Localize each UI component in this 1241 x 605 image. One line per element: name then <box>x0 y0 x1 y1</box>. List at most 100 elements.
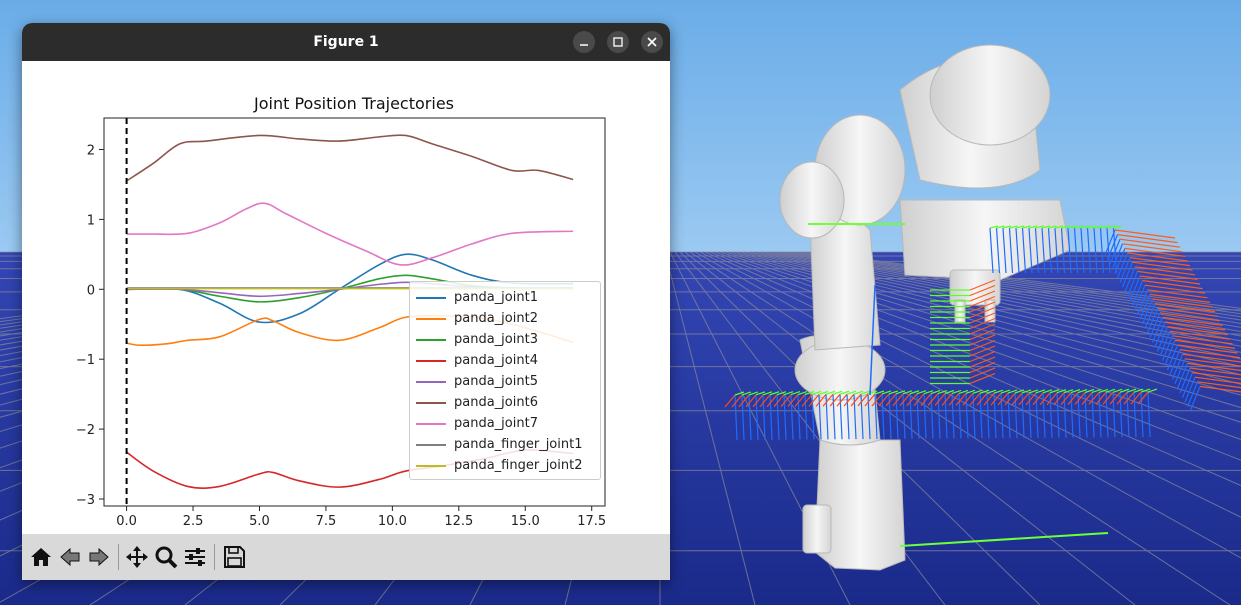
maximize-icon <box>613 37 623 47</box>
trajectory-marker <box>1074 392 1086 405</box>
trajectory-marker <box>1070 389 1081 394</box>
trajectory-marker <box>815 393 827 407</box>
trajectory-marker <box>1028 225 1038 229</box>
legend-label: panda_finger_joint1 <box>454 437 583 452</box>
trajectory-marker <box>808 394 820 407</box>
trajectory-marker <box>1095 391 1107 405</box>
trajectory-marker <box>885 393 897 407</box>
trajectory-marker <box>1169 349 1181 375</box>
trajectory-marker <box>804 390 815 396</box>
trajectory-marker <box>1093 225 1103 229</box>
trajectory-marker <box>888 390 899 395</box>
trajectory-marker <box>969 323 996 335</box>
trajectory-marker <box>1144 303 1156 329</box>
forward-arrow-icon[interactable] <box>85 543 113 571</box>
trajectory-marker <box>839 390 850 395</box>
legend-item: panda_joint3 <box>416 330 596 350</box>
legend-swatch <box>416 297 446 299</box>
trajectory-marker <box>979 389 990 394</box>
close-button[interactable] <box>641 31 663 53</box>
trajectory-marker <box>969 350 996 363</box>
trajectory-marker <box>941 393 953 406</box>
trajectory-marker <box>1129 257 1191 267</box>
figure-window[interactable]: Figure 1 Joint Position Trajectories 0.0… <box>22 23 670 580</box>
trajectory-marker <box>1164 321 1226 331</box>
trajectory-marker <box>1142 280 1203 290</box>
trajectory-marker <box>1106 225 1116 229</box>
trajectory-marker <box>818 390 829 395</box>
trajectory-marker <box>969 295 996 308</box>
trajectory-marker <box>1063 389 1074 394</box>
floor-grid-line <box>719 251 1241 423</box>
zoom-icon[interactable] <box>152 543 180 571</box>
trajectory-marker <box>769 391 780 396</box>
save-icon[interactable] <box>220 543 248 571</box>
trajectory-marker <box>1119 388 1130 393</box>
series-line-panda_joint1 <box>126 253 574 324</box>
trajectory-marker <box>1171 353 1184 380</box>
trajectory-marker <box>1084 388 1095 394</box>
trajectory-marker <box>1054 225 1064 229</box>
trajectory-marker <box>902 390 913 395</box>
trajectory-marker <box>969 361 996 374</box>
trajectory-marker <box>1133 388 1144 393</box>
configure-subplots-icon[interactable] <box>181 543 209 571</box>
trajectory-marker <box>1192 372 1241 380</box>
floor-grid-line <box>739 251 1241 376</box>
trajectory-marker <box>1149 312 1161 339</box>
trajectory-marker <box>937 389 948 395</box>
home-icon[interactable] <box>27 543 55 571</box>
floor-grid-line <box>714 251 1241 441</box>
trajectory-marker <box>1032 392 1044 406</box>
trajectory-marker <box>881 390 892 395</box>
floor-grid-line <box>664 251 756 605</box>
trajectory-marker <box>1061 225 1070 229</box>
legend-label: panda_joint4 <box>454 353 538 368</box>
chart-title: Joint Position Trajectories <box>253 94 454 113</box>
trajectory-marker <box>1015 227 1020 274</box>
trajectory-marker <box>1088 392 1100 405</box>
trajectory-marker <box>1046 392 1058 406</box>
pan-icon[interactable] <box>123 543 151 571</box>
robot-arm <box>779 44 1071 571</box>
trajectory-marker <box>955 392 967 406</box>
trajectory-marker <box>927 393 939 406</box>
trajectory-marker <box>1169 330 1231 340</box>
trajectory-marker <box>1106 227 1111 274</box>
back-arrow-icon[interactable] <box>56 543 84 571</box>
minimize-button[interactable] <box>573 31 595 53</box>
legend-item: panda_joint4 <box>416 351 596 371</box>
trajectory-marker <box>1008 227 1014 274</box>
series-line-panda_joint7 <box>126 202 574 266</box>
floor-grid-line <box>759 251 1241 347</box>
trajectory-marker <box>1112 388 1123 393</box>
trajectory-marker <box>1073 227 1079 274</box>
trajectory-marker <box>860 390 871 395</box>
trajectory-marker <box>1122 243 1183 253</box>
trajectory-marker <box>969 284 996 297</box>
trajectory-marker <box>923 390 934 395</box>
trajectory-marker <box>934 393 946 406</box>
trajectory-marker <box>748 391 759 396</box>
trajectory-marker <box>1146 307 1159 334</box>
trajectory-marker <box>762 391 773 396</box>
trajectory-marker <box>1124 266 1136 293</box>
trajectory-marker <box>1184 358 1241 367</box>
trajectory-marker <box>972 389 983 394</box>
maximize-button[interactable] <box>607 31 629 53</box>
trajectory-marker <box>1105 388 1116 393</box>
trajectory-marker <box>745 394 757 408</box>
legend-label: panda_joint3 <box>454 332 538 347</box>
trajectory-marker <box>958 389 969 394</box>
trajectory-marker <box>797 390 808 396</box>
window-titlebar[interactable]: Figure 1 <box>22 23 670 61</box>
legend-label: panda_finger_joint2 <box>454 458 583 473</box>
trajectory-marker <box>1157 307 1218 317</box>
trajectory-marker <box>1144 284 1206 294</box>
trajectory-marker <box>1141 298 1154 325</box>
trajectory-marker <box>878 393 890 407</box>
trajectory-marker <box>1041 227 1046 274</box>
trajectory-marker <box>1151 317 1164 343</box>
legend-label: panda_joint7 <box>454 416 538 431</box>
floor-grid-line <box>769 251 1241 337</box>
